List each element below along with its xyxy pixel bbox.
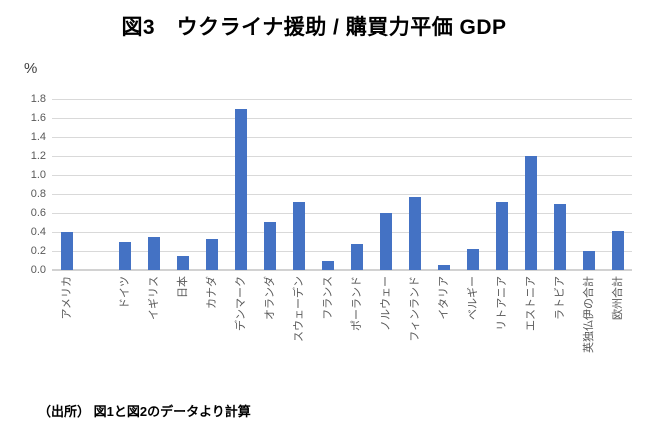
x-category-label: フィンランド	[408, 276, 421, 342]
x-category-label: ドイツ	[118, 276, 131, 309]
bar	[437, 265, 450, 270]
y-tick-label: 0.4	[30, 225, 46, 238]
gridline	[52, 117, 632, 119]
bar	[60, 232, 73, 270]
gridline	[52, 212, 632, 214]
x-category-label: ノルウェー	[379, 276, 392, 331]
x-category-label: デンマーク	[234, 276, 247, 331]
bar	[118, 242, 131, 270]
x-category-label: スウェーデン	[292, 276, 305, 342]
bar	[524, 156, 537, 270]
bar	[408, 196, 421, 270]
gridline	[52, 250, 632, 252]
chart-title: 図3 ウクライナ援助 / 購買力平価 GDP	[121, 16, 507, 39]
gridline	[52, 231, 632, 233]
bar	[466, 249, 479, 270]
bar	[263, 221, 276, 270]
y-tick-label: 1.0	[30, 168, 46, 181]
bar	[611, 231, 624, 270]
y-tick-label: 0.8	[30, 187, 46, 200]
x-category-label: オランダ	[263, 276, 276, 320]
y-tick-label: 1.6	[30, 111, 46, 124]
bar	[234, 109, 247, 270]
y-tick-label: 0.0	[30, 263, 46, 276]
x-category-label: ポーランド	[350, 276, 363, 331]
x-category-label: エストニア	[524, 276, 537, 331]
bar	[350, 244, 363, 270]
bar	[321, 260, 334, 270]
y-tick-label: 1.8	[30, 92, 46, 105]
bar	[147, 236, 160, 270]
gridline	[52, 155, 632, 157]
y-tick-label: 0.2	[30, 244, 46, 257]
gridline	[52, 98, 632, 100]
x-category-label: カナダ	[205, 276, 218, 309]
bar	[176, 255, 189, 270]
bar	[553, 203, 566, 270]
y-tick-label: 0.6	[30, 206, 46, 219]
x-category-label: アメリカ	[60, 276, 73, 320]
bar	[205, 238, 218, 270]
x-category-label: 欧州合計	[611, 276, 624, 320]
source-note: （出所） 図1と図2のデータより計算	[38, 404, 251, 419]
x-category-label: フランス	[321, 276, 334, 320]
gridline	[52, 174, 632, 176]
x-category-label: イタリア	[437, 276, 450, 320]
x-category-label: イギリス	[147, 276, 160, 320]
x-category-label: リトアニア	[495, 276, 508, 331]
plot-area	[52, 98, 632, 271]
x-category-label: ラトビア	[553, 276, 566, 320]
gridline	[52, 136, 632, 138]
x-category-label: 日本	[176, 276, 189, 298]
x-axis-line	[52, 269, 632, 271]
y-tick-label: 1.2	[30, 149, 46, 162]
x-category-label: ベルギー	[466, 276, 479, 320]
gridline	[52, 193, 632, 195]
y-axis-unit-label: %	[24, 60, 38, 77]
bar	[495, 201, 508, 270]
y-tick-label: 1.4	[30, 130, 46, 143]
bar	[292, 201, 305, 270]
bar	[379, 213, 392, 270]
bar	[582, 251, 595, 270]
x-category-label: 英独仏伊の合計	[582, 276, 595, 353]
